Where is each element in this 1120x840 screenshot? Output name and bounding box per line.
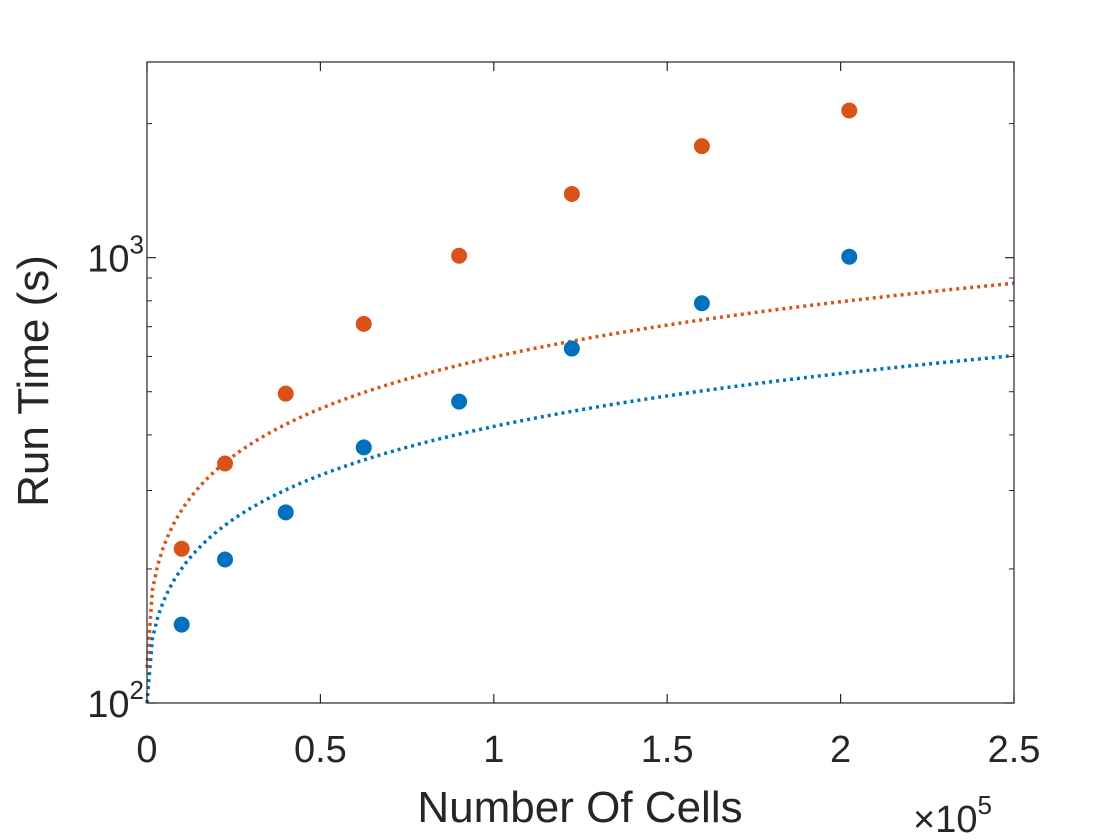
series-blue-point bbox=[355, 439, 372, 456]
x-multiplier-base: ×105 bbox=[913, 790, 992, 840]
y-tick-label-base: 10 bbox=[87, 239, 129, 281]
plot-area-frame bbox=[146, 61, 1015, 704]
series-blue-point bbox=[277, 504, 294, 521]
series-blue-point bbox=[217, 551, 234, 568]
x-tick-label: 1 bbox=[483, 729, 504, 771]
y-tick-label-exponent: 2 bbox=[130, 675, 144, 705]
series-orange-point bbox=[451, 247, 468, 264]
data-points bbox=[173, 102, 858, 633]
x-multiplier: ×105 bbox=[913, 790, 992, 840]
series-blue-point bbox=[841, 248, 858, 265]
x-tick-label: 0.5 bbox=[294, 729, 347, 771]
x-tick-label: 2.5 bbox=[988, 729, 1041, 771]
series-blue-point bbox=[451, 393, 468, 410]
x-tick-label: 1.5 bbox=[641, 729, 694, 771]
series-orange-point bbox=[173, 540, 190, 557]
y-tick-label-base: 10 bbox=[87, 684, 129, 726]
y-tick-label: 103 bbox=[87, 230, 144, 281]
series-blue-point bbox=[693, 295, 710, 312]
series-orange-point bbox=[563, 185, 580, 202]
y-tick-label-exponent: 3 bbox=[130, 230, 144, 260]
y-tick-label: 102 bbox=[87, 675, 144, 726]
series-blue-point bbox=[173, 616, 190, 633]
x-tick-labels: 0 0.5 1 1.5 2 2.5 bbox=[136, 729, 1040, 771]
series-orange-point bbox=[355, 315, 372, 332]
series-orange-point bbox=[693, 138, 710, 155]
x-tick-label: 0 bbox=[136, 729, 157, 771]
y-axis-title: Run Time (s) bbox=[9, 255, 58, 507]
axis-ticks bbox=[146, 62, 1015, 704]
x-axis-title: Number Of Cells bbox=[417, 783, 742, 832]
series-orange-point bbox=[277, 385, 294, 402]
x-tick-label: 2 bbox=[830, 729, 851, 771]
series-orange-point bbox=[841, 102, 858, 119]
series-orange-point bbox=[217, 455, 234, 472]
series-blue-point bbox=[563, 340, 580, 357]
